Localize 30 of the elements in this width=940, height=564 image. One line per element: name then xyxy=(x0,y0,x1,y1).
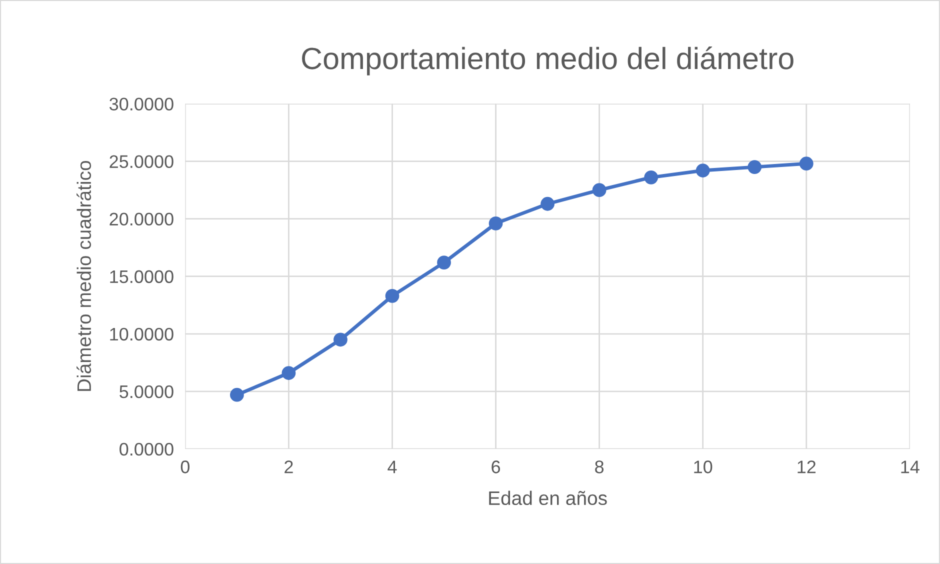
point xyxy=(385,288,400,303)
point xyxy=(799,156,814,171)
y-tick-label: 20.0000 xyxy=(110,212,174,226)
x-tick-label: 6 xyxy=(492,460,500,474)
y-tick-label: 25.0000 xyxy=(110,155,174,168)
x-tick-label: 4 xyxy=(388,460,397,474)
x-axis-title: Edad en años xyxy=(489,490,607,506)
point xyxy=(334,332,348,347)
point xyxy=(488,216,503,230)
y-tick-label: 0.0000 xyxy=(120,442,174,456)
point xyxy=(540,196,554,211)
chart-title: Comportamiento medio del diámetro xyxy=(302,46,794,76)
y-tick-label: 15.0000 xyxy=(110,270,174,284)
x-tick-label: 2 xyxy=(284,460,293,474)
x-tick-label: 8 xyxy=(595,460,604,474)
point xyxy=(282,366,296,380)
x-tick-label: 14 xyxy=(901,460,920,474)
x-tick-label: 12 xyxy=(798,460,816,474)
point xyxy=(644,170,658,184)
point xyxy=(592,183,606,198)
y-axis-title: Diámetro medio cuadrático xyxy=(76,160,92,391)
y-tick-label: 30.0000 xyxy=(110,98,174,110)
y-tick-label: 10.0000 xyxy=(110,328,174,341)
point xyxy=(230,388,244,402)
point xyxy=(748,160,762,174)
point xyxy=(696,164,710,178)
point xyxy=(437,256,451,270)
x-tick-label: 10 xyxy=(694,460,712,474)
x-tick-label: 0 xyxy=(180,460,190,474)
y-tick-label: 5.0000 xyxy=(120,385,174,398)
